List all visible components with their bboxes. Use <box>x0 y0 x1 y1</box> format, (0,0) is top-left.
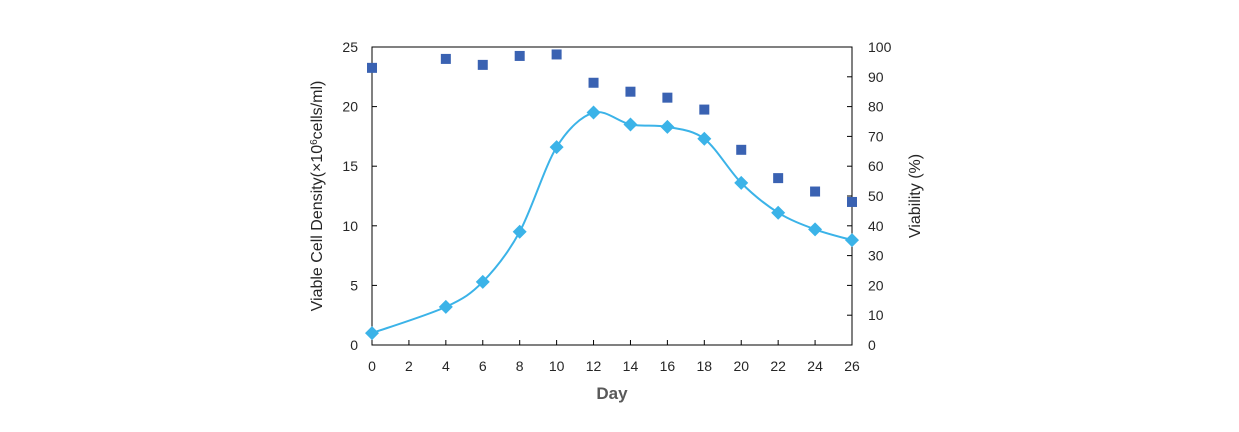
y-right-tick-label: 70 <box>868 128 884 144</box>
viability-point <box>477 59 488 70</box>
viable-cell-density-point <box>549 140 564 155</box>
x-tick-label: 4 <box>442 358 450 374</box>
x-tick-label: 0 <box>368 358 376 374</box>
viable-cell-density-point <box>771 205 786 220</box>
x-tick-label: 8 <box>516 358 524 374</box>
viability-point <box>514 50 525 61</box>
y-axis-right-title: Viability (%) <box>907 154 924 238</box>
viability-point <box>662 92 673 103</box>
y-left-tick-label: 5 <box>350 277 358 293</box>
x-tick-label: 20 <box>733 358 749 374</box>
x-tick-label: 24 <box>807 358 823 374</box>
y-left-tick-label: 15 <box>342 158 358 174</box>
y-right-tick-label: 10 <box>868 307 884 323</box>
viability-point <box>551 49 562 60</box>
y-left-tick-label: 20 <box>342 99 358 115</box>
viable-cell-density-point <box>697 131 712 146</box>
y-axis-left-title-superscript: 6 <box>309 139 320 145</box>
x-tick-label: 18 <box>697 358 713 374</box>
y-left-tick-label: 10 <box>342 218 358 234</box>
axes-layer: 0 2 4 6 8 10 12 14 16 18 20 22 24 2605101520250102030… <box>342 39 891 374</box>
viable-cell-density-point <box>365 326 379 341</box>
y-axis-left-title-unit: cells/ml) <box>309 81 326 140</box>
y-right-tick-label: 0 <box>868 337 876 353</box>
x-tick-label: 16 <box>660 358 676 374</box>
viable-cell-density-point <box>734 175 749 190</box>
x-tick-label: 2 <box>405 358 413 374</box>
viability-point <box>588 77 599 88</box>
plot-frame <box>371 46 853 346</box>
y-axis-left-title-main: Viable Cell Density(×10 <box>309 145 326 312</box>
x-tick-label: 14 <box>623 358 639 374</box>
x-tick-label: 22 <box>770 358 786 374</box>
viable-cell-density-point <box>438 299 453 314</box>
y-right-tick-label: 50 <box>868 188 884 204</box>
viability-point <box>625 86 636 97</box>
viability-point <box>773 173 784 184</box>
y-left-tick-label: 25 <box>342 39 358 55</box>
viable-cell-density-point <box>623 117 638 132</box>
series-layer <box>365 49 859 341</box>
y-right-tick-label: 40 <box>868 218 884 234</box>
y-right-tick-label: 60 <box>868 158 884 174</box>
viability-point <box>810 186 821 197</box>
x-tick-label: 6 <box>479 358 487 374</box>
viability-point <box>367 62 377 73</box>
y-right-tick-label: 100 <box>868 39 892 55</box>
labels-layer: Day Viable Cell Density(×106cells/ml) Vi… <box>309 81 925 403</box>
x-axis-title: Day <box>596 384 628 403</box>
viability-point <box>847 196 857 207</box>
viable-cell-density-point <box>586 105 601 120</box>
viable-cell-density-line <box>371 110 853 335</box>
viability-point <box>699 104 710 115</box>
viability-point <box>440 53 451 64</box>
y-right-tick-label: 30 <box>868 248 884 264</box>
viable-cell-density-point <box>660 119 675 134</box>
x-tick-label: 10 <box>549 358 565 374</box>
viable-cell-density-point <box>512 224 527 239</box>
viable-cell-density-point <box>475 274 490 289</box>
viability-point <box>736 144 747 155</box>
viable-cell-density-point <box>845 233 859 248</box>
viable-cell-density-point <box>808 222 823 237</box>
y-right-tick-label: 20 <box>868 277 884 293</box>
y-left-tick-label: 0 <box>350 337 358 353</box>
x-tick-label: 26 <box>844 358 860 374</box>
x-tick-label: 12 <box>586 358 602 374</box>
y-right-tick-label: 90 <box>868 69 884 85</box>
y-right-tick-label: 80 <box>868 99 884 115</box>
y-axis-left-title: Viable Cell Density(×106cells/ml) <box>309 81 327 312</box>
